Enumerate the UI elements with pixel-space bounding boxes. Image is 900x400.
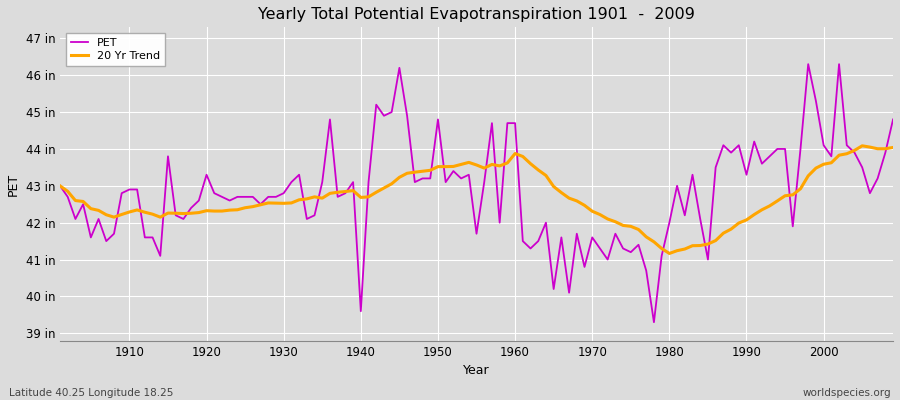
Title: Yearly Total Potential Evapotranspiration 1901  -  2009: Yearly Total Potential Evapotranspiratio… <box>258 7 695 22</box>
PET <box>887 117 898 122</box>
20 Yr Trend <box>55 184 66 188</box>
20 Yr Trend <box>857 144 868 148</box>
Y-axis label: PET: PET <box>7 172 20 196</box>
Line: PET: PET <box>60 64 893 322</box>
Legend: PET, 20 Yr Trend: PET, 20 Yr Trend <box>66 33 166 66</box>
X-axis label: Year: Year <box>464 364 490 377</box>
PET <box>502 121 513 126</box>
20 Yr Trend <box>332 190 343 195</box>
Text: Latitude 40.25 Longitude 18.25: Latitude 40.25 Longitude 18.25 <box>9 388 174 398</box>
20 Yr Trend <box>887 145 898 150</box>
20 Yr Trend <box>602 216 613 221</box>
Line: 20 Yr Trend: 20 Yr Trend <box>60 146 893 254</box>
PET <box>509 121 520 126</box>
PET <box>55 184 66 188</box>
20 Yr Trend <box>502 160 513 165</box>
20 Yr Trend <box>509 151 520 156</box>
PET <box>116 191 127 196</box>
20 Yr Trend <box>664 251 675 256</box>
PET <box>649 320 660 325</box>
PET <box>803 62 814 66</box>
PET <box>602 257 613 262</box>
20 Yr Trend <box>286 200 297 205</box>
Text: worldspecies.org: worldspecies.org <box>803 388 891 398</box>
PET <box>332 194 343 199</box>
PET <box>286 180 297 184</box>
20 Yr Trend <box>116 212 127 217</box>
